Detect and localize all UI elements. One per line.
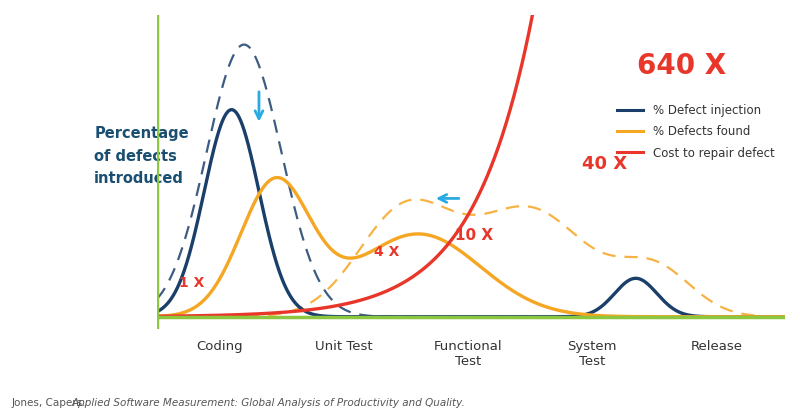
Text: Percentage
of defects
introduced: Percentage of defects introduced — [94, 126, 189, 186]
Text: Applied Software Measurement: Global Analysis of Productivity and Quality.: Applied Software Measurement: Global Ana… — [72, 398, 466, 408]
Text: 4 X: 4 X — [374, 245, 400, 259]
Text: Jones, Capers.: Jones, Capers. — [12, 398, 90, 408]
Legend: % Defect injection, % Defects found, Cost to repair defect: % Defect injection, % Defects found, Cos… — [613, 99, 779, 164]
Text: 10 X: 10 X — [455, 228, 493, 243]
Text: 40 X: 40 X — [582, 155, 627, 173]
Text: 640 X: 640 X — [638, 52, 726, 80]
Text: 1 X: 1 X — [179, 276, 205, 290]
